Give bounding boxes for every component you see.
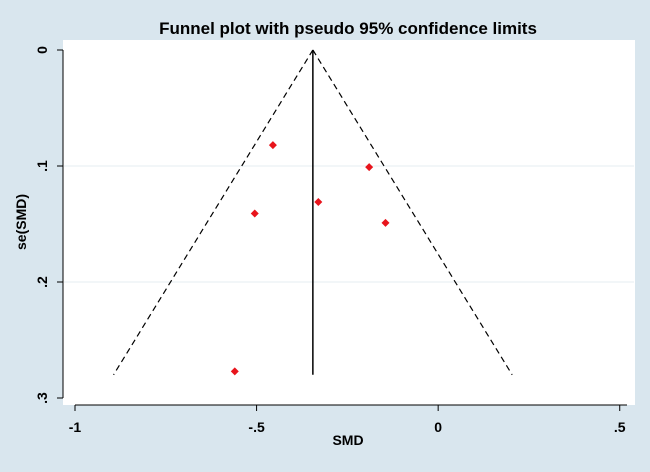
plot-area [63, 40, 635, 405]
data-point-5 [230, 367, 239, 376]
data-point-1 [365, 163, 374, 172]
y-tick-label-2: .2 [34, 276, 50, 288]
data-points [230, 141, 390, 376]
data-point-4 [381, 218, 390, 227]
x-axis-label: SMD [332, 432, 363, 448]
data-point-0 [268, 141, 277, 150]
x-tick-label-2: 0 [434, 419, 442, 435]
x-tick-label-0: -1 [69, 419, 82, 435]
x-tick-label-3: .5 [614, 419, 626, 435]
x-tick-label-1: -.5 [248, 419, 265, 435]
chart-title: Funnel plot with pseudo 95% confidence l… [159, 19, 537, 38]
lower-confidence-limit [113, 49, 314, 376]
data-point-2 [314, 197, 323, 206]
data-point-3 [250, 209, 259, 218]
upper-confidence-limit [312, 49, 513, 376]
confidence-limits [113, 49, 513, 376]
y-tick-label-1: .1 [34, 160, 50, 172]
y-axis-label: se(SMD) [13, 194, 29, 250]
gridlines [64, 165, 634, 283]
axes: 0 .1 .2 .3 -1 -.5 0 .5 [34, 46, 627, 435]
y-tick-label-3: .3 [34, 392, 50, 404]
y-tick-label-0: 0 [34, 46, 50, 54]
